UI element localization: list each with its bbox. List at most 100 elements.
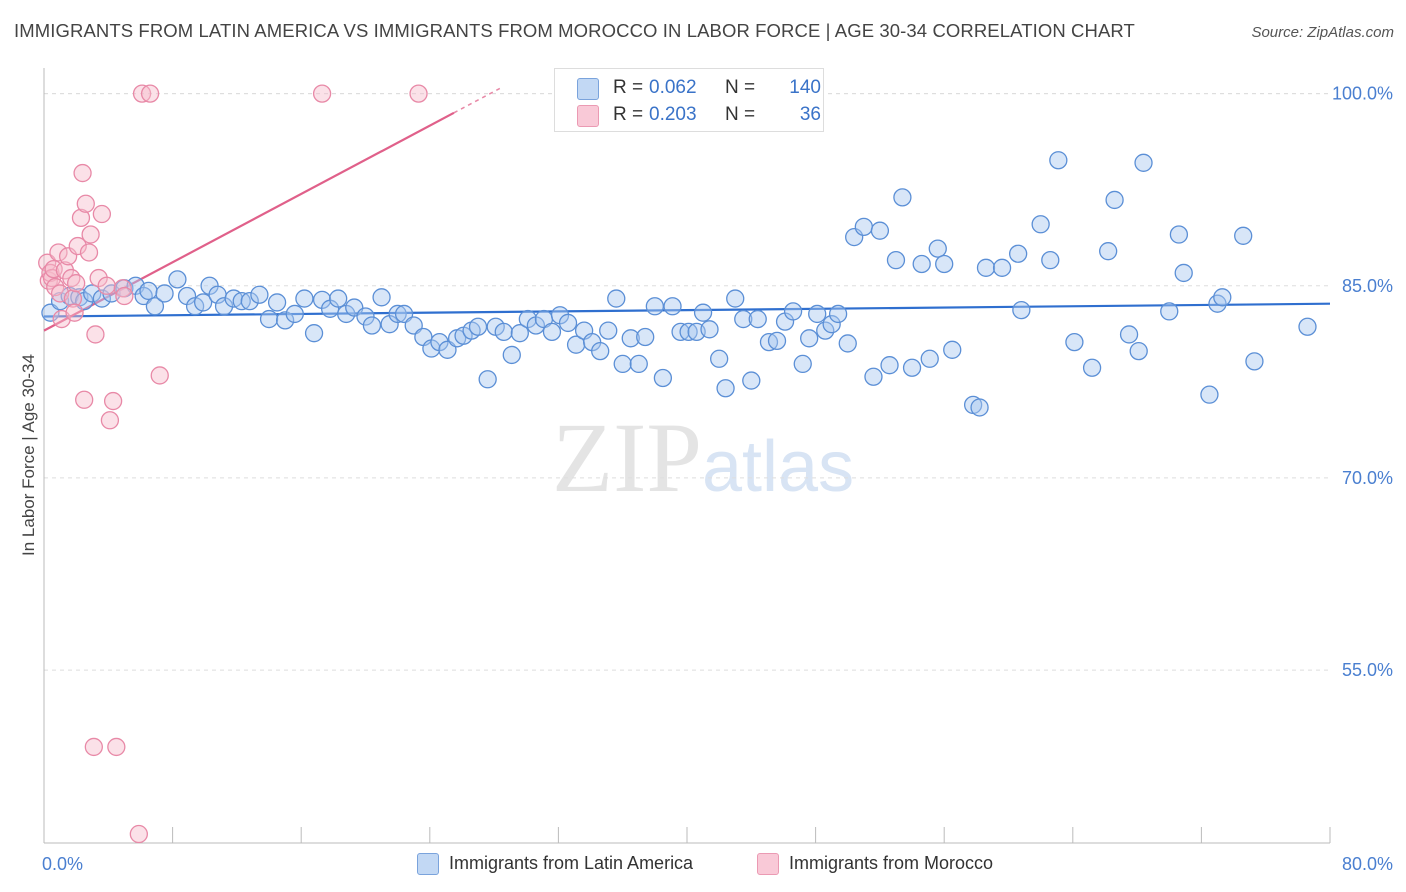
legend-n-label: N = — [725, 104, 756, 125]
x-tick-label: 0.0% — [42, 854, 83, 874]
morocco-point — [73, 163, 92, 183]
gridlines — [44, 93, 1330, 671]
morocco-point — [76, 194, 95, 213]
morocco-point — [71, 208, 91, 228]
latin-america-point — [742, 371, 761, 390]
bottom-legend-label: Immigrants from Latin America — [449, 853, 694, 873]
latin-america-point — [1298, 317, 1317, 336]
morocco-point — [115, 286, 134, 306]
morocco-point — [92, 204, 112, 224]
latin-america-point — [663, 297, 682, 316]
latin-america-point — [1160, 302, 1179, 321]
latin-america-point — [1082, 358, 1102, 377]
latin-america-point — [726, 289, 745, 308]
latin-america-point — [793, 354, 812, 374]
latin-america-point — [629, 354, 648, 374]
legend-swatch-latin-america — [577, 78, 599, 100]
morocco-point — [81, 225, 100, 244]
latin-america-point — [1065, 332, 1084, 352]
latin-america-point — [1119, 325, 1139, 344]
morocco-point — [75, 390, 94, 409]
morocco-point — [86, 325, 105, 344]
morocco-point — [129, 824, 148, 844]
latin-america-point — [591, 341, 610, 361]
latin-america-point — [240, 291, 259, 311]
latin-america-point — [716, 379, 735, 398]
latin-america-point — [478, 370, 497, 389]
latin-america-point — [935, 254, 954, 274]
chart-source: Source: ZipAtlas.com — [1251, 24, 1394, 41]
latin-america-point — [880, 356, 899, 375]
bottom-legend-label: Immigrants from Morocco — [789, 853, 994, 873]
latin-america-point — [1099, 242, 1118, 261]
morocco-point — [63, 289, 83, 308]
latin-america-point — [783, 302, 803, 321]
latin-america-point — [864, 367, 883, 386]
latin-america-point — [304, 324, 324, 343]
latin-america-trend-line — [43, 302, 1331, 318]
latin-america-point — [893, 188, 912, 207]
bottom-legend-swatch-latin-america — [417, 853, 439, 875]
latin-america-point — [767, 331, 787, 351]
latin-america-point — [1008, 244, 1028, 263]
morocco-point — [97, 276, 116, 295]
y-tick-label: 70.0% — [1342, 468, 1393, 488]
latin-america-point — [214, 297, 234, 316]
latin-america-point — [1134, 153, 1153, 172]
morocco-trend-extension — [453, 86, 503, 114]
chart-title: IMMIGRANTS FROM LATIN AMERICA VS IMMIGRA… — [14, 20, 1135, 41]
latin-america-point — [800, 329, 819, 348]
latin-america-point — [992, 258, 1012, 277]
latin-america-point — [636, 327, 655, 347]
morocco-point — [113, 279, 132, 298]
legend-swatch-morocco — [577, 105, 599, 127]
latin-america-point — [388, 304, 407, 324]
latin-america-point — [83, 284, 102, 303]
latin-america-point — [285, 304, 304, 324]
tick-labels: 55.0% 70.0% 85.0% 100.0% 0.0% 80.0% In Labor F… — [19, 84, 1393, 874]
trend-lines — [43, 86, 1331, 332]
legend-r-label: R = — [613, 104, 644, 125]
legend-r-value: 0.062 — [649, 77, 697, 98]
data-points — [38, 84, 1317, 844]
legend-r-label: R = — [613, 77, 644, 98]
latin-america-point — [168, 270, 187, 289]
legend-n-value: 140 — [789, 77, 821, 98]
morocco-point — [312, 84, 332, 103]
latin-america-point — [886, 250, 906, 270]
latin-america-point — [494, 322, 513, 342]
legend-n-label: N = — [725, 77, 756, 98]
watermark: ZIPatlas — [552, 400, 854, 515]
latin-america-point — [356, 307, 375, 326]
latin-america-point — [808, 304, 827, 324]
stats-legend: R = 0.062 N = 140 R = 0.203 N = 36 — [554, 68, 824, 132]
latin-america-point — [1041, 250, 1060, 270]
morocco-point — [67, 274, 86, 293]
latin-america-point — [259, 309, 279, 329]
latin-america-point — [870, 221, 890, 240]
y-tick-label: 85.0% — [1342, 276, 1393, 296]
latin-america-point — [1234, 226, 1253, 245]
latin-america-point — [267, 293, 287, 312]
latin-america-point — [558, 313, 578, 333]
y-tick-label: 100.0% — [1332, 84, 1393, 104]
latin-america-point — [976, 258, 996, 277]
latin-america-point — [645, 297, 664, 316]
y-axis-label: In Labor Force | Age 30-34 — [19, 354, 38, 556]
legend-r-value: 0.203 — [649, 104, 697, 125]
latin-america-point — [1012, 300, 1031, 320]
latin-america-point — [193, 293, 213, 312]
bottom-legend-swatch-morocco — [757, 853, 779, 875]
latin-america-point — [693, 303, 713, 322]
latin-america-point — [145, 297, 165, 316]
latin-america-point — [1105, 190, 1124, 210]
morocco-point — [409, 84, 428, 103]
morocco-point — [65, 303, 84, 322]
latin-america-point — [854, 217, 873, 236]
latin-america-point — [372, 288, 391, 307]
morocco-point — [49, 243, 68, 262]
latin-america-point — [621, 329, 640, 348]
morocco-trend-line — [43, 111, 455, 332]
latin-america-point — [1129, 341, 1148, 361]
